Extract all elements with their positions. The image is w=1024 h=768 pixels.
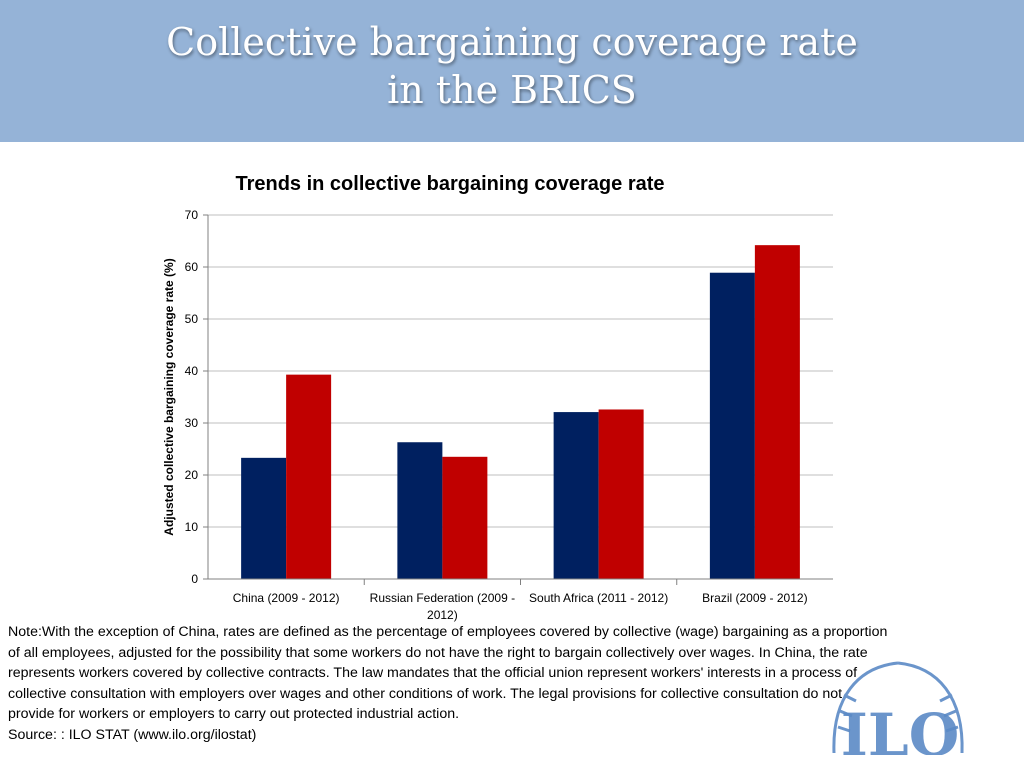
- slide-title-line-2: in the BRICS: [387, 68, 637, 112]
- chart-title: Trends in collective bargaining coverage…: [235, 173, 664, 195]
- y-tick-label: 50: [185, 312, 199, 326]
- ilo-logo-text: ILO: [841, 701, 959, 755]
- y-tick-label: 20: [185, 468, 199, 482]
- x-category-label: South Africa (2011 - 2012): [529, 591, 668, 605]
- bar-1-2: [397, 442, 443, 579]
- bar-1-3: [553, 412, 599, 579]
- bar-1-4: [709, 272, 755, 579]
- axes: [203, 214, 833, 585]
- y-tick-label: 60: [185, 260, 199, 274]
- bar-2-4: [754, 245, 800, 579]
- y-tick-label: 70: [185, 208, 199, 222]
- y-tick-labels: 0 10 20 30 40 50 60 70: [185, 208, 199, 586]
- slide-title: Collective bargaining coverage rate in t…: [0, 18, 1024, 114]
- y-axis-label: Adjusted collective bargaining coverage …: [162, 258, 176, 535]
- x-category-label: 2012): [427, 608, 458, 622]
- y-tick-label: 30: [185, 416, 199, 430]
- note-line-4: collective consultation with employers o…: [8, 685, 843, 702]
- bar-chart: Trends in collective bargaining coverage…: [162, 173, 833, 622]
- slide-header: Collective bargaining coverage rate in t…: [0, 0, 1024, 142]
- bar-2-1: [286, 374, 332, 579]
- ilo-logo-icon: ILO: [832, 661, 964, 755]
- y-tick-label: 0: [191, 572, 198, 586]
- note-line-3: represents workers covered by collective…: [8, 665, 858, 681]
- bar-1-1: [241, 457, 287, 579]
- bar-2-3: [598, 409, 644, 579]
- source-line: Source: : ILO STAT (www.ilo.org/ilostat): [8, 726, 257, 743]
- slide-title-line-1: Collective bargaining coverage rate: [166, 20, 858, 64]
- note-line-5: provide for workers or employers to carr…: [8, 706, 460, 722]
- note-line-2: of all employees, adjusted for the possi…: [8, 644, 868, 661]
- x-category-labels: China (2009 - 2012) Russian Federation (2…: [233, 591, 808, 622]
- y-tick-label: 40: [185, 364, 199, 378]
- chart-note: Note:With the exception of China, rates …: [8, 622, 983, 745]
- x-category-label: Brazil (2009 - 2012): [702, 591, 807, 605]
- y-tick-label: 10: [185, 520, 199, 534]
- x-category-label: China (2009 - 2012): [233, 591, 340, 605]
- note-line-1: Note:With the exception of China, rates …: [8, 624, 888, 640]
- x-category-label: Russian Federation (2009 -: [370, 591, 515, 605]
- bar-2-2: [442, 456, 488, 579]
- bars: [241, 245, 800, 579]
